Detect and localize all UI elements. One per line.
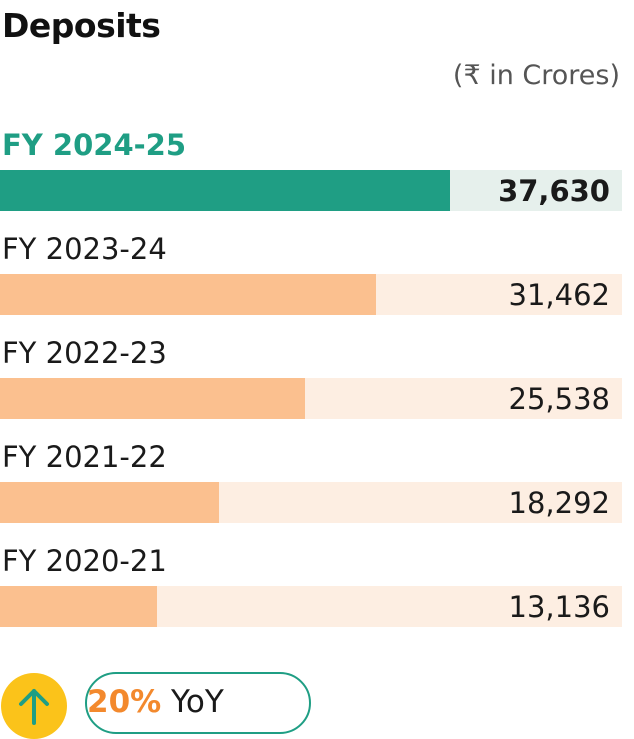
category-label: FY 2022-23 bbox=[2, 336, 167, 370]
bar bbox=[0, 274, 376, 315]
bar-row: FY 2020-21 13,136 bbox=[0, 544, 622, 628]
bar-row: FY 2021-22 18,292 bbox=[0, 440, 622, 524]
bar-track: 31,462 bbox=[0, 274, 622, 315]
bar bbox=[0, 378, 305, 419]
bar-track: 18,292 bbox=[0, 482, 622, 523]
value-label: 25,538 bbox=[508, 382, 610, 416]
bar bbox=[0, 586, 157, 627]
arrow-up-icon bbox=[1, 673, 67, 739]
unit-note: (₹ in Crores) bbox=[452, 60, 620, 91]
category-label: FY 2020-21 bbox=[2, 544, 167, 578]
growth-suffix: YoY bbox=[161, 684, 224, 720]
yoy-growth: 20% YoY bbox=[0, 671, 320, 739]
bar-track: 25,538 bbox=[0, 378, 622, 419]
growth-text: 20% YoY bbox=[87, 684, 224, 720]
value-label: 18,292 bbox=[508, 486, 610, 520]
bar-row: FY 2024-25 37,630 bbox=[0, 128, 622, 212]
chart-title: Deposits bbox=[2, 6, 161, 45]
value-label: 31,462 bbox=[508, 278, 610, 312]
category-label: FY 2024-25 bbox=[2, 128, 187, 162]
growth-pill bbox=[85, 672, 311, 734]
bar-track: 37,630 bbox=[0, 170, 622, 211]
bar-row: FY 2022-23 25,538 bbox=[0, 336, 622, 420]
category-label: FY 2021-22 bbox=[2, 440, 167, 474]
value-label: 13,136 bbox=[508, 590, 610, 624]
bar bbox=[0, 482, 219, 523]
bar-track: 13,136 bbox=[0, 586, 622, 627]
bar-row: FY 2023-24 31,462 bbox=[0, 232, 622, 316]
growth-percent: 20% bbox=[87, 684, 162, 720]
category-label: FY 2023-24 bbox=[2, 232, 167, 266]
value-label: 37,630 bbox=[498, 174, 610, 208]
bar bbox=[0, 170, 450, 211]
